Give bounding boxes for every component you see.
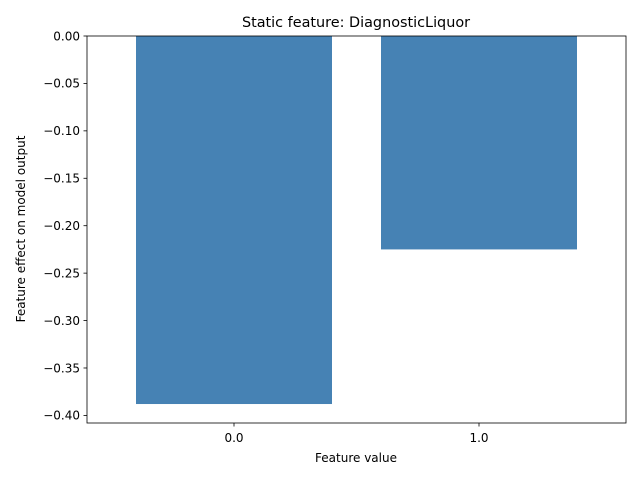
y-tick-label: −0.35: [43, 361, 80, 375]
y-tick-label: −0.40: [43, 409, 80, 423]
x-tick-label: 1.0: [469, 431, 488, 445]
y-tick-label: −0.20: [43, 219, 80, 233]
y-tick-label: −0.05: [43, 77, 80, 91]
bars-group: [136, 36, 577, 405]
y-tick-label: −0.25: [43, 266, 80, 280]
x-axis: 0.0 1.0: [224, 423, 489, 445]
bar-1-0: [381, 36, 577, 250]
x-tick-label: 0.0: [224, 431, 243, 445]
bar-0-0: [136, 36, 332, 405]
x-axis-label: Feature value: [315, 451, 397, 465]
y-axis-label: Feature effect on model output: [14, 135, 28, 322]
y-tick-label: 0.00: [53, 29, 80, 43]
plot-frame: [86, 35, 627, 424]
y-tick-label: −0.15: [43, 172, 80, 186]
y-tick-label: −0.10: [43, 124, 80, 138]
y-tick-label: −0.30: [43, 314, 80, 328]
chart-title: Static feature: DiagnosticLiquor: [242, 15, 470, 31]
y-axis: 0.00 −0.05 −0.10 −0.15 −0.20 −0.25 −0.30 −0.35 −…: [43, 29, 87, 423]
